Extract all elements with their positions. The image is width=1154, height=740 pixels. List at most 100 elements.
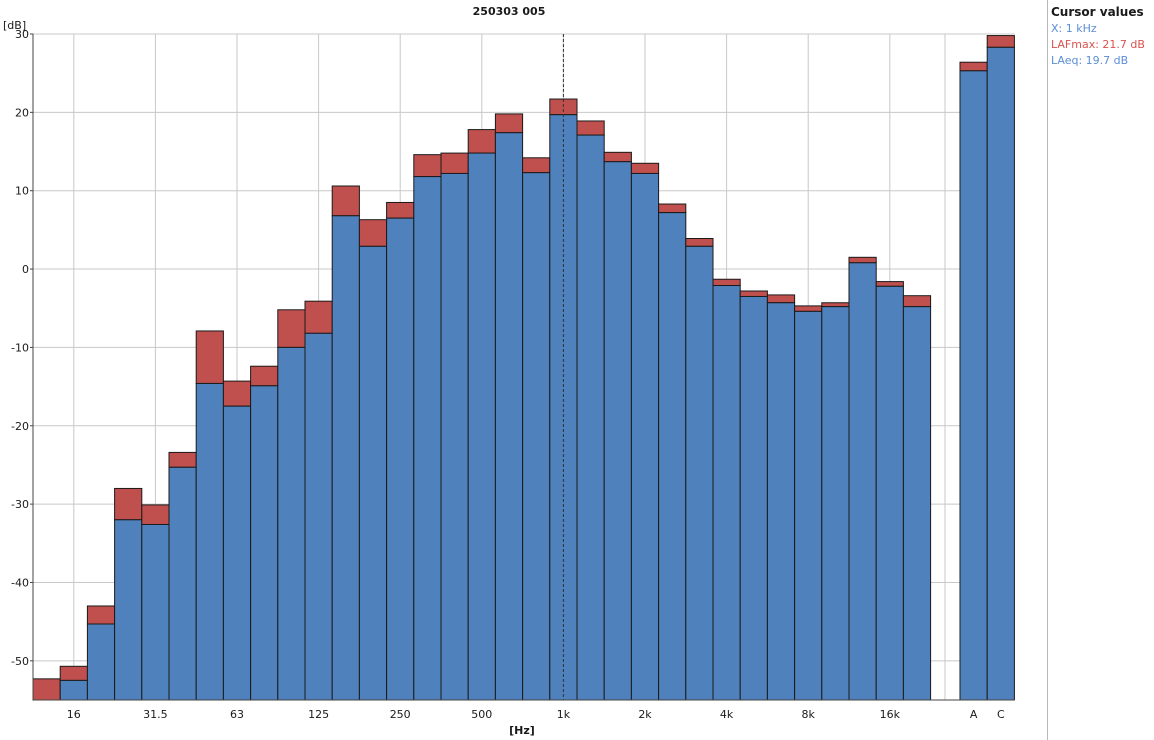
- band-lafmax-bar[interactable]: [195, 330, 224, 384]
- band-laeq-bar[interactable]: [440, 172, 469, 701]
- y-tick-label: 0: [22, 263, 29, 276]
- band-lafmax-bar[interactable]: [304, 300, 333, 334]
- band-lafmax-bar[interactable]: [331, 185, 360, 217]
- cursor-lafmax-value: LAFmax: 21.7 dB: [1051, 38, 1145, 51]
- y-axis-unit: [dB]: [3, 19, 26, 32]
- band-lafmax-bar[interactable]: [794, 305, 823, 312]
- band-laeq-bar[interactable]: [821, 306, 850, 701]
- band-lafmax-bar[interactable]: [386, 201, 415, 219]
- band-laeq-bar[interactable]: [902, 306, 932, 701]
- band-laeq-bar[interactable]: [195, 382, 224, 701]
- band-laeq-bar[interactable]: [141, 523, 170, 701]
- band-laeq-bar[interactable]: [875, 285, 904, 701]
- total-C-laeq-bar[interactable]: [986, 46, 1015, 701]
- band-laeq-bar[interactable]: [467, 152, 496, 701]
- band-laeq-bar[interactable]: [59, 679, 88, 701]
- x-tick-label: 2k: [638, 708, 652, 721]
- y-tick-label: 30: [15, 28, 29, 41]
- band-laeq-bar[interactable]: [658, 212, 687, 701]
- band-laeq-bar[interactable]: [304, 332, 333, 701]
- axes: [30, 33, 1015, 701]
- band-laeq-bar[interactable]: [603, 161, 632, 701]
- band-lafmax-bar[interactable]: [658, 203, 687, 214]
- y-tick-label: -20: [11, 420, 29, 433]
- band-laeq-bar[interactable]: [114, 519, 143, 701]
- axis-labels: 30 20 10 0 -10 -20 -30 -40 -50 16 31.5 63 125 250 500 1…: [11, 28, 1005, 721]
- cursor-x-value: X: 1 kHz: [1051, 22, 1097, 35]
- band-laeq-bar[interactable]: [685, 245, 714, 701]
- y-tick-label: -50: [11, 655, 29, 668]
- x-tick-label: 16k: [880, 708, 901, 721]
- band-lafmax-bar[interactable]: [902, 295, 932, 308]
- x-tick-label: 125: [308, 708, 329, 721]
- x-tick-label: 1k: [557, 708, 571, 721]
- band-lafmax-bar[interactable]: [59, 665, 88, 681]
- total-A-lafmax-bar[interactable]: [959, 61, 988, 72]
- band-laeq-bar[interactable]: [494, 132, 524, 701]
- band-lafmax-bar[interactable]: [358, 219, 388, 247]
- band-laeq-bar[interactable]: [576, 134, 605, 701]
- y-tick-label: -30: [11, 498, 29, 511]
- band-laeq-bar[interactable]: [277, 346, 306, 701]
- band-lafmax-bar[interactable]: [467, 129, 496, 154]
- band-lafmax-bar[interactable]: [141, 504, 170, 525]
- band-laeq-bar[interactable]: [358, 245, 388, 701]
- x-tick-label: 8k: [802, 708, 816, 721]
- y-tick-label: -10: [11, 341, 29, 354]
- y-tick-label: 20: [15, 106, 29, 119]
- band-lafmax-bar[interactable]: [603, 151, 632, 163]
- band-laeq-bar[interactable]: [386, 217, 415, 701]
- band-laeq-bar[interactable]: [712, 285, 741, 701]
- band-laeq-bar[interactable]: [522, 172, 551, 701]
- band-lafmax-bar[interactable]: [875, 281, 904, 287]
- band-laeq-bar[interactable]: [86, 623, 116, 701]
- bars[interactable]: [32, 35, 1015, 701]
- band-lafmax-bar[interactable]: [821, 302, 850, 308]
- y-tick-label: 10: [15, 185, 29, 198]
- band-laeq-bar[interactable]: [766, 302, 796, 701]
- band-laeq-bar[interactable]: [630, 172, 660, 701]
- panel-separator: [1047, 0, 1048, 740]
- band-lafmax-bar[interactable]: [413, 154, 442, 178]
- band-lafmax-bar[interactable]: [250, 365, 279, 387]
- y-tick-label: -40: [11, 576, 29, 589]
- band-laeq-bar[interactable]: [250, 385, 279, 701]
- band-lafmax-bar[interactable]: [685, 238, 714, 247]
- x-tick-label: 250: [390, 708, 411, 721]
- band-laeq-bar[interactable]: [739, 295, 768, 701]
- band-lafmax-bar[interactable]: [576, 120, 605, 136]
- band-lafmax-bar[interactable]: [114, 487, 143, 521]
- band-laeq-bar[interactable]: [794, 310, 823, 701]
- band-lafmax-bar[interactable]: [168, 451, 197, 468]
- x-tick-label: 63: [230, 708, 244, 721]
- chart-title: 250303 005: [473, 5, 546, 18]
- band-lafmax-bar[interactable]: [522, 157, 551, 174]
- band-laeq-bar[interactable]: [222, 405, 252, 701]
- total-C-lafmax-bar[interactable]: [986, 35, 1015, 48]
- band-lafmax-bar[interactable]: [440, 152, 469, 174]
- band-laeq-bar[interactable]: [413, 176, 442, 701]
- x-tick-label: 4k: [720, 708, 734, 721]
- band-lafmax-bar[interactable]: [848, 256, 877, 264]
- band-laeq-bar[interactable]: [848, 262, 877, 701]
- band-lafmax-bar[interactable]: [222, 380, 252, 407]
- band-lafmax-bar[interactable]: [32, 678, 61, 701]
- cursor-laeq-value: LAeq: 19.7 dB: [1051, 54, 1129, 67]
- band-laeq-bar[interactable]: [168, 466, 197, 701]
- band-laeq-bar[interactable]: [549, 114, 578, 701]
- total-A-laeq-bar[interactable]: [959, 70, 988, 701]
- band-laeq-bar[interactable]: [331, 215, 360, 701]
- cursor-values-title: Cursor values: [1051, 5, 1144, 19]
- band-lafmax-bar[interactable]: [712, 278, 741, 287]
- x-tick-label: A: [970, 708, 978, 721]
- spectrum-chart[interactable]: 30 20 10 0 -10 -20 -30 -40 -50 16 31.5 63 125 250 500 1…: [0, 0, 1046, 740]
- band-lafmax-bar[interactable]: [766, 294, 796, 304]
- band-lafmax-bar[interactable]: [494, 113, 524, 134]
- band-lafmax-bar[interactable]: [739, 290, 768, 297]
- band-lafmax-bar[interactable]: [277, 309, 306, 348]
- band-lafmax-bar[interactable]: [86, 605, 116, 625]
- x-tick-label: C: [997, 708, 1005, 721]
- x-tick-label: 31.5: [143, 708, 168, 721]
- cursor-values-panel: Cursor values X: 1 kHz LAFmax: 21.7 dB L…: [1049, 0, 1154, 740]
- band-lafmax-bar[interactable]: [630, 162, 660, 174]
